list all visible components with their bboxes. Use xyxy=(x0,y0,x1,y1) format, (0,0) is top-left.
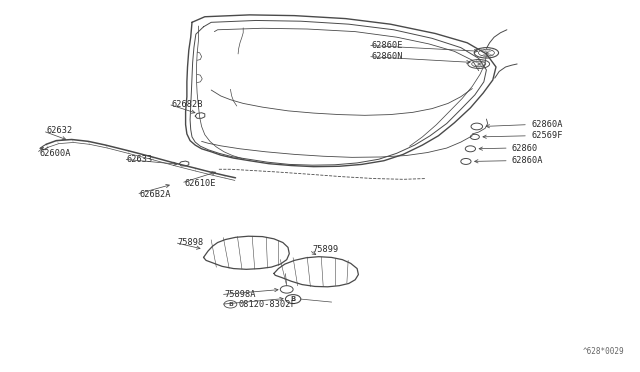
Text: 62633: 62633 xyxy=(127,155,153,164)
Text: ^628*0029: ^628*0029 xyxy=(582,347,624,356)
Text: 75898A: 75898A xyxy=(224,290,255,299)
Text: 08120-8302F: 08120-8302F xyxy=(238,300,296,309)
Text: B: B xyxy=(228,302,233,307)
Text: 75898: 75898 xyxy=(178,238,204,247)
Text: B: B xyxy=(291,296,296,302)
Text: 62860E: 62860E xyxy=(371,41,403,50)
Text: 62860A: 62860A xyxy=(531,120,563,129)
Text: 62860A: 62860A xyxy=(512,156,543,165)
Text: 62860: 62860 xyxy=(512,144,538,153)
Text: 626B2A: 626B2A xyxy=(140,190,171,199)
Text: 62860N: 62860N xyxy=(371,52,403,61)
Text: 62600A: 62600A xyxy=(40,149,71,158)
Text: 62682B: 62682B xyxy=(172,100,203,109)
Text: 62632: 62632 xyxy=(46,126,72,135)
Text: 62610E: 62610E xyxy=(184,179,216,187)
Text: 62569F: 62569F xyxy=(531,131,563,140)
Text: 75899: 75899 xyxy=(312,246,339,254)
